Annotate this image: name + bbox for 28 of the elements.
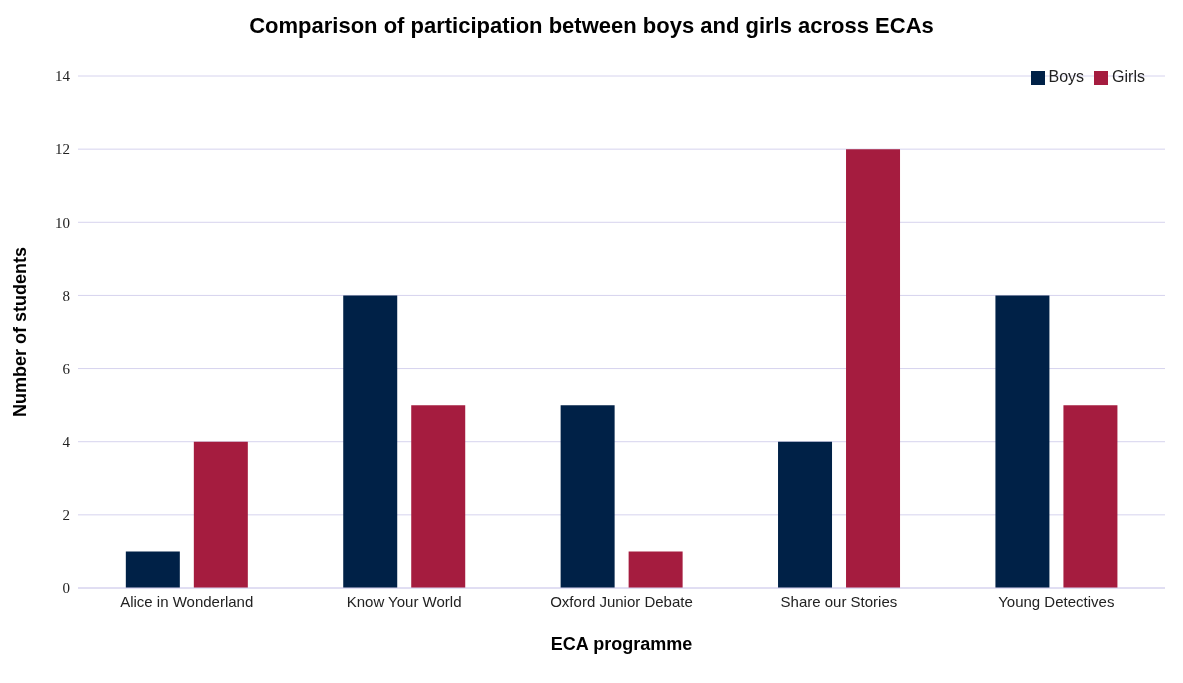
bar — [778, 441, 833, 588]
y-tick-label: 14 — [55, 68, 71, 85]
bar — [560, 405, 615, 588]
y-tick-label: 10 — [55, 214, 70, 231]
bar — [995, 295, 1050, 588]
bar — [193, 441, 248, 588]
x-tick-label: Alice in Wonderland — [120, 592, 254, 610]
y-tick-label: 8 — [62, 287, 70, 304]
bar — [628, 551, 683, 588]
x-tick-label: Young Detectives — [998, 592, 1115, 610]
legend-label: Girls — [1112, 68, 1145, 85]
x-tick-label: Oxford Junior Debate — [550, 592, 693, 610]
y-tick-label: 0 — [62, 580, 70, 597]
bar — [1063, 405, 1118, 588]
x-axis-title: ECA programme — [550, 634, 693, 654]
x-tick-label: Share our Stories — [780, 592, 898, 610]
legend-label: Boys — [1048, 68, 1085, 85]
bar — [846, 149, 901, 588]
y-tick-label: 2 — [62, 507, 70, 524]
chart-title: Comparison of participation between boys and girls across ECAs — [248, 12, 935, 40]
y-tick-label: 6 — [62, 360, 71, 377]
y-tick-label: 12 — [55, 141, 70, 158]
x-tick-label: Know Your World — [346, 592, 462, 610]
bar — [125, 551, 180, 588]
bar — [411, 405, 466, 588]
bar — [343, 295, 398, 588]
y-axis-title: Number of students — [10, 246, 31, 418]
y-tick-label: 4 — [62, 434, 71, 451]
